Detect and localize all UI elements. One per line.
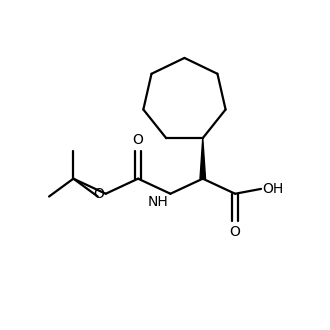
Text: O: O [93, 187, 104, 201]
Text: OH: OH [263, 182, 284, 196]
Text: O: O [133, 133, 144, 147]
Polygon shape [200, 138, 206, 179]
Text: O: O [230, 225, 241, 239]
Text: NH: NH [148, 195, 169, 209]
